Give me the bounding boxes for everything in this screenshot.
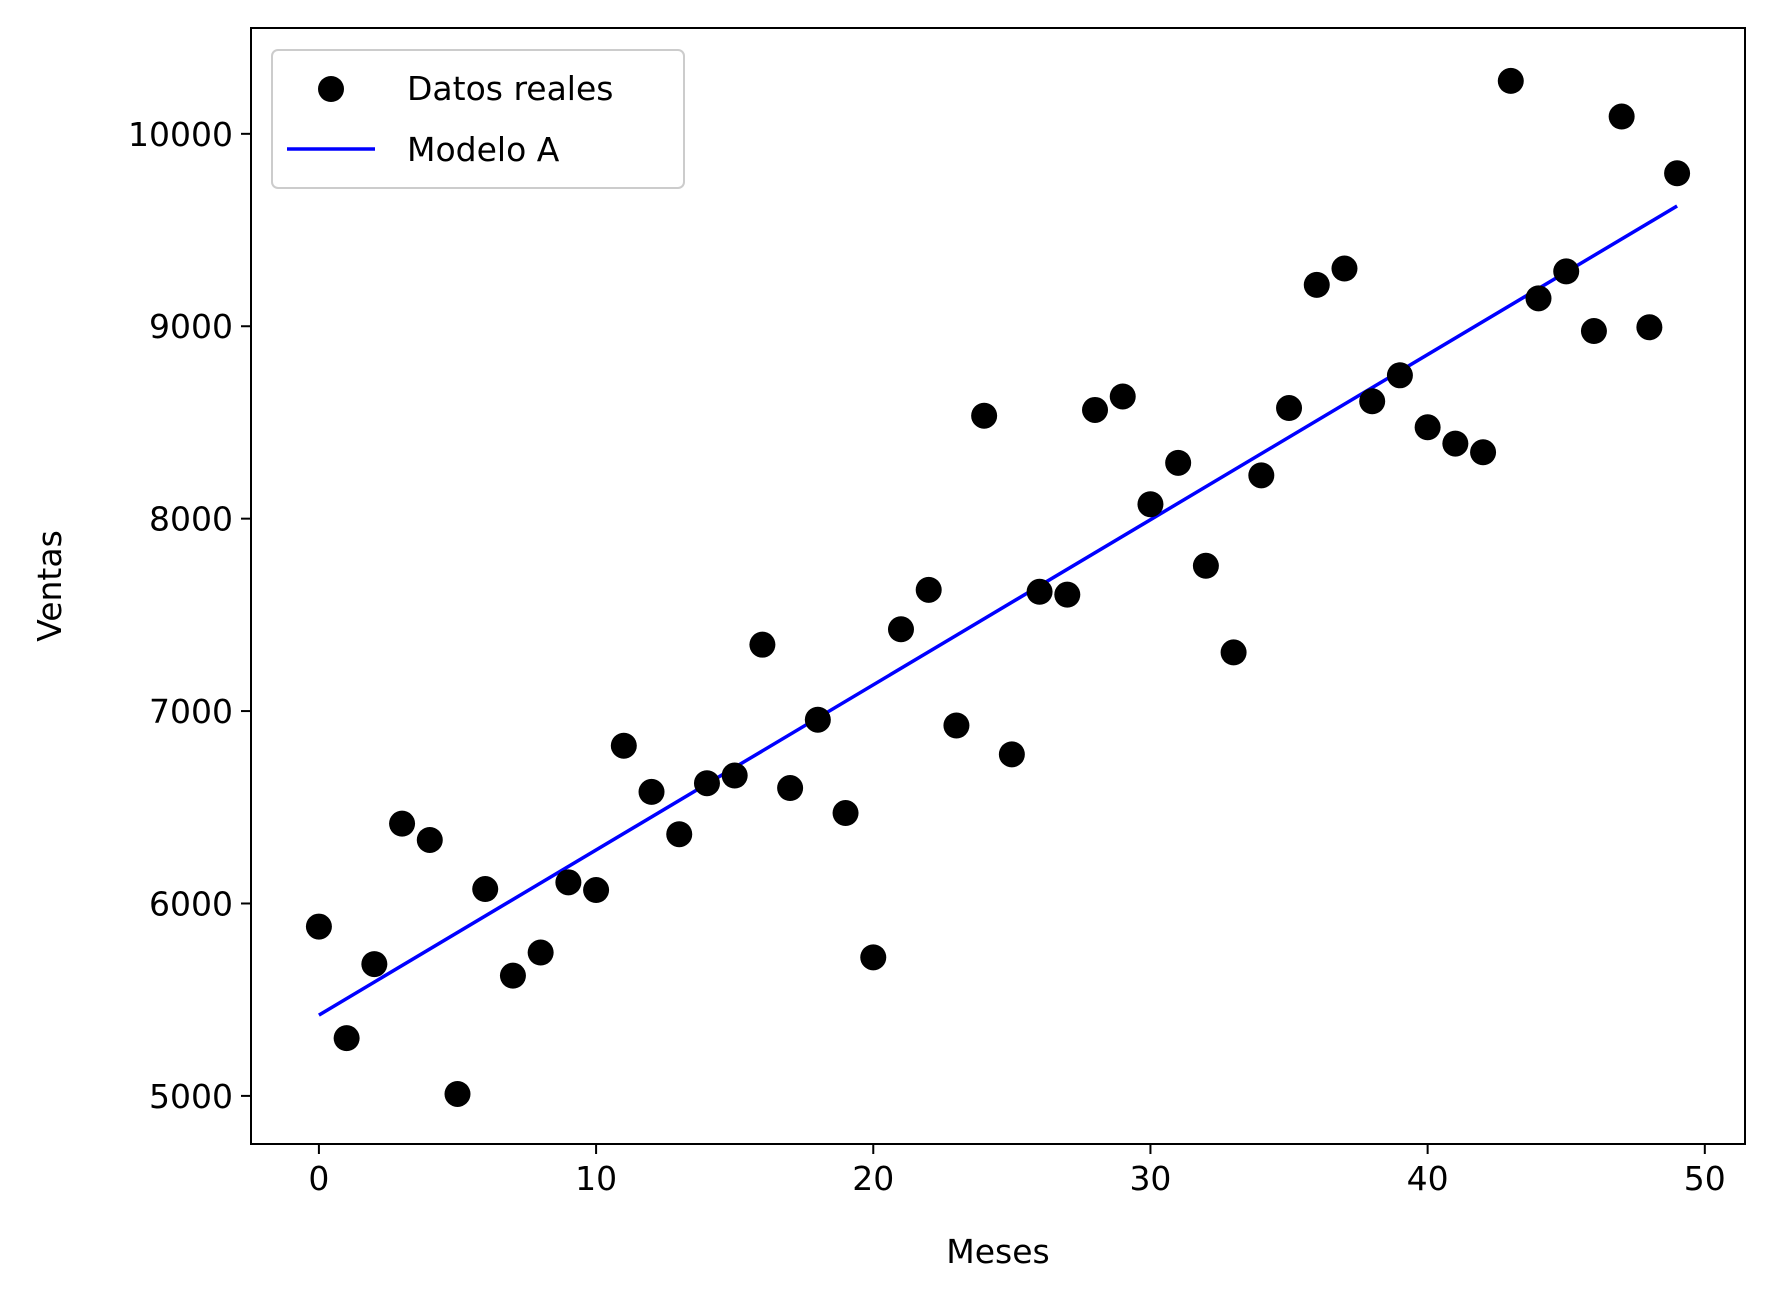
legend: Datos reales Modelo A (271, 49, 685, 189)
data-point (1248, 462, 1275, 489)
legend-box (271, 49, 685, 189)
y-tick-label: 8000 (149, 500, 233, 539)
data-point (1054, 581, 1081, 608)
data-point (915, 576, 942, 603)
data-point (1525, 285, 1552, 312)
y-tick-label: 5000 (149, 1077, 233, 1116)
data-point (1664, 160, 1691, 187)
data-point (305, 913, 332, 940)
data-point (693, 770, 720, 797)
data-point (1331, 255, 1358, 282)
y-tick-label: 6000 (149, 884, 233, 923)
data-point (1553, 258, 1580, 285)
data-point (1636, 314, 1663, 341)
legend-marker-datos-reales (318, 76, 344, 102)
data-point (333, 1025, 360, 1052)
data-point (971, 402, 998, 429)
data-point (527, 939, 554, 966)
axis-ticks: 0 10 20 30 40 50 5000 6000 7000 8000 9000 10000 (128, 115, 1726, 1198)
x-tick-label: 10 (575, 1159, 617, 1198)
data-point (1580, 318, 1607, 345)
series-line-modelo-a (318, 204, 1678, 1017)
data-point (887, 616, 914, 643)
data-point (860, 944, 887, 971)
x-tick-label: 0 (308, 1159, 329, 1198)
data-point (1137, 491, 1164, 518)
data-point (666, 821, 693, 848)
data-point (721, 762, 748, 789)
data-point (472, 876, 499, 903)
data-point (583, 877, 610, 904)
data-point (804, 706, 831, 733)
y-tick-label: 10000 (128, 115, 233, 154)
x-tick-label: 30 (1129, 1159, 1171, 1198)
data-point (1109, 383, 1136, 410)
data-point (1414, 414, 1441, 441)
data-point (832, 800, 859, 827)
data-point (610, 732, 637, 759)
data-point (1026, 578, 1053, 605)
data-point (1442, 430, 1469, 457)
data-point (1359, 388, 1386, 415)
legend-label-datos-reales: Datos reales (407, 69, 613, 108)
data-point (638, 778, 665, 805)
data-point (555, 869, 582, 896)
x-tick-label: 50 (1684, 1159, 1726, 1198)
data-point (1165, 449, 1192, 476)
plot-area (305, 67, 1691, 1107)
y-axis-label: Ventas (30, 530, 69, 642)
data-point (361, 951, 388, 978)
data-point (749, 631, 776, 658)
data-point (1082, 396, 1109, 423)
x-axis-label: Meses (946, 1232, 1049, 1271)
y-tick-label: 7000 (149, 692, 233, 731)
data-point (1192, 552, 1219, 579)
data-point (1276, 395, 1303, 422)
y-tick-label: 9000 (149, 307, 233, 346)
x-tick-label: 20 (852, 1159, 894, 1198)
data-point (777, 775, 804, 802)
data-point (1303, 271, 1330, 298)
data-point (444, 1080, 471, 1107)
data-point (416, 826, 443, 853)
legend-label-modelo-a: Modelo A (407, 130, 560, 169)
data-point (998, 741, 1025, 768)
x-tick-label: 40 (1407, 1159, 1449, 1198)
data-point (389, 810, 416, 837)
data-point (1386, 362, 1413, 389)
data-point (1608, 103, 1635, 130)
data-point (943, 712, 970, 739)
data-point (1220, 639, 1247, 666)
data-point (499, 962, 526, 989)
plot-frame (250, 27, 1746, 1145)
data-point (1470, 439, 1497, 466)
data-point (1497, 67, 1524, 94)
